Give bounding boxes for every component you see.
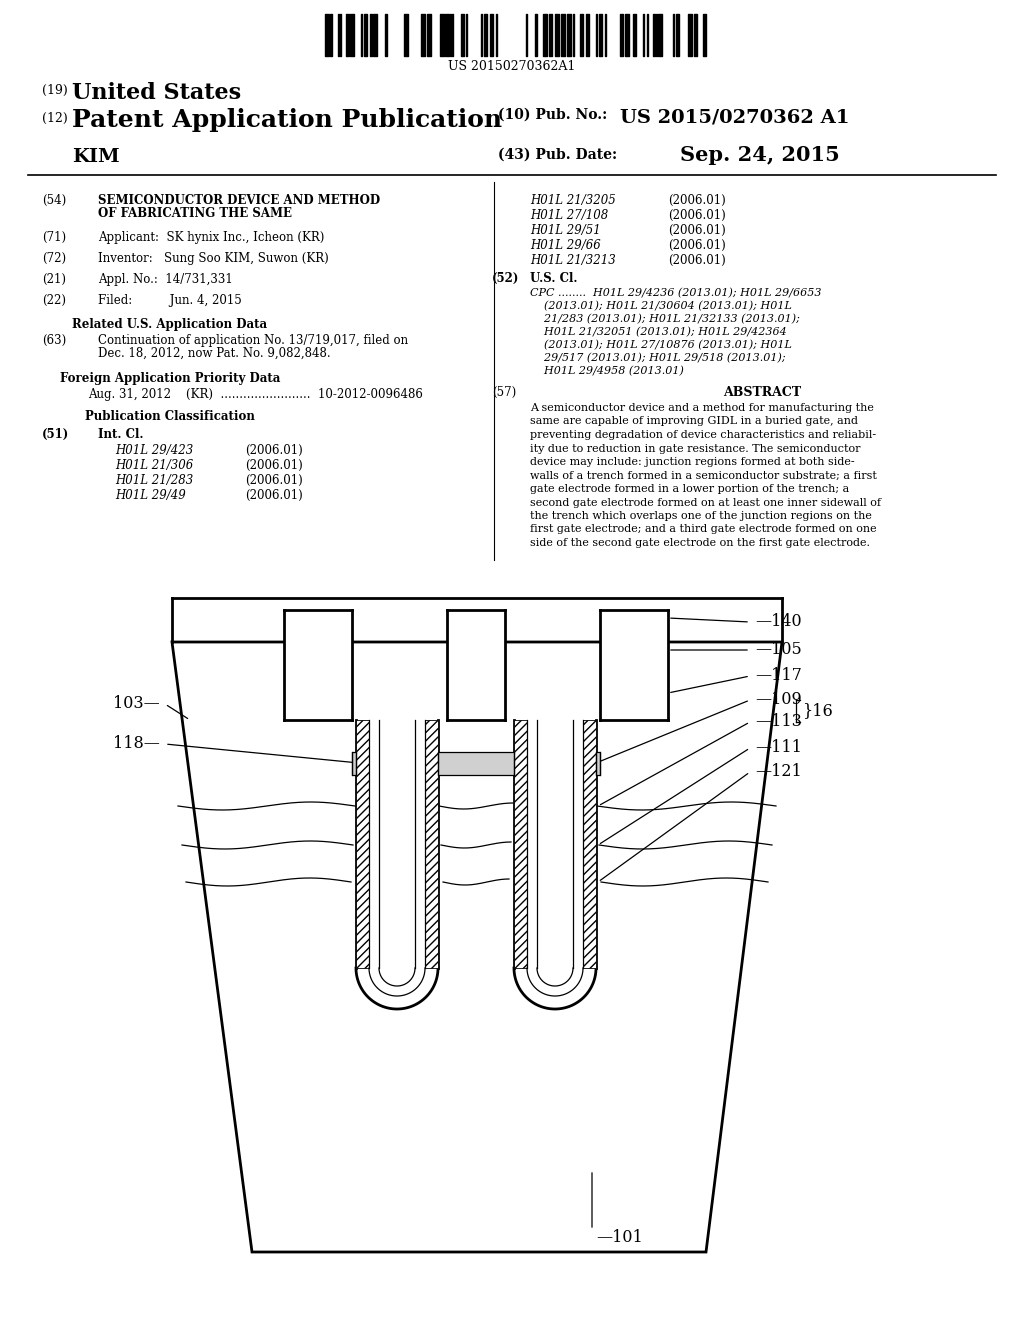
- Text: H01L 29/4958 (2013.01): H01L 29/4958 (2013.01): [530, 366, 684, 376]
- Text: side of the second gate electrode on the first gate electrode.: side of the second gate electrode on the…: [530, 539, 870, 548]
- Text: —140: —140: [755, 614, 802, 631]
- Text: —111: —111: [755, 739, 802, 756]
- Text: (22): (22): [42, 294, 66, 308]
- Text: (2006.01): (2006.01): [245, 488, 303, 502]
- Text: Filed:          Jun. 4, 2015: Filed: Jun. 4, 2015: [98, 294, 242, 308]
- Text: H01L 29/423: H01L 29/423: [115, 444, 194, 457]
- Text: Related U.S. Application Data: Related U.S. Application Data: [73, 318, 267, 331]
- Polygon shape: [356, 719, 369, 968]
- Text: (2006.01): (2006.01): [668, 194, 726, 207]
- Text: (51): (51): [42, 428, 70, 441]
- Polygon shape: [352, 752, 356, 775]
- Text: (12): (12): [42, 112, 68, 125]
- Text: ABSTRACT: ABSTRACT: [723, 385, 801, 399]
- Text: H01L 29/66: H01L 29/66: [530, 239, 601, 252]
- Text: US 20150270362A1: US 20150270362A1: [449, 59, 575, 73]
- Polygon shape: [600, 610, 668, 719]
- Text: H01L 21/283: H01L 21/283: [115, 474, 194, 487]
- Text: 29/517 (2013.01); H01L 29/518 (2013.01);: 29/517 (2013.01); H01L 29/518 (2013.01);: [530, 352, 785, 363]
- Text: —117: —117: [755, 668, 802, 685]
- Text: —101: —101: [596, 1229, 643, 1246]
- Polygon shape: [583, 719, 596, 968]
- Text: (2006.01): (2006.01): [668, 239, 726, 252]
- Text: walls of a trench formed in a semiconductor substrate; a first: walls of a trench formed in a semiconduc…: [530, 470, 877, 480]
- Text: H01L 29/49: H01L 29/49: [115, 488, 185, 502]
- Text: (19): (19): [42, 84, 68, 96]
- Text: Appl. No.:  14/731,331: Appl. No.: 14/731,331: [98, 273, 232, 286]
- Text: A semiconductor device and a method for manufacturing the: A semiconductor device and a method for …: [530, 403, 873, 413]
- Text: H01L 21/3205: H01L 21/3205: [530, 194, 615, 207]
- Text: (2013.01); H01L 21/30604 (2013.01); H01L: (2013.01); H01L 21/30604 (2013.01); H01L: [530, 301, 792, 312]
- Text: }16: }16: [802, 702, 833, 719]
- Text: Inventor:   Sung Soo KIM, Suwon (KR): Inventor: Sung Soo KIM, Suwon (KR): [98, 252, 329, 265]
- Text: (63): (63): [42, 334, 67, 347]
- Text: Sep. 24, 2015: Sep. 24, 2015: [680, 145, 840, 165]
- Text: (21): (21): [42, 273, 66, 286]
- Text: H01L 27/108: H01L 27/108: [530, 209, 608, 222]
- Text: (2006.01): (2006.01): [245, 459, 303, 473]
- Text: —121: —121: [755, 763, 802, 780]
- Polygon shape: [447, 610, 505, 719]
- Text: —109: —109: [755, 692, 802, 709]
- Text: device may include: junction regions formed at both side-: device may include: junction regions for…: [530, 457, 855, 467]
- Text: —113: —113: [755, 714, 802, 730]
- Text: (2006.01): (2006.01): [668, 253, 726, 267]
- Text: CPC ........  H01L 29/4236 (2013.01); H01L 29/6653: CPC ........ H01L 29/4236 (2013.01); H01…: [530, 288, 821, 298]
- Polygon shape: [356, 719, 438, 968]
- Text: Publication Classification: Publication Classification: [85, 411, 255, 422]
- Text: —105: —105: [755, 642, 802, 659]
- Text: US 2015/0270362 A1: US 2015/0270362 A1: [620, 108, 850, 125]
- Text: H01L 21/3213: H01L 21/3213: [530, 253, 615, 267]
- Text: the trench which overlaps one of the junction regions on the: the trench which overlaps one of the jun…: [530, 511, 871, 521]
- Text: H01L 29/51: H01L 29/51: [530, 224, 601, 238]
- Text: KIM: KIM: [72, 148, 120, 166]
- Polygon shape: [596, 752, 600, 775]
- Text: Dec. 18, 2012, now Pat. No. 9,082,848.: Dec. 18, 2012, now Pat. No. 9,082,848.: [98, 347, 331, 360]
- Polygon shape: [425, 719, 438, 968]
- Text: preventing degradation of device characteristics and reliabil-: preventing degradation of device charact…: [530, 430, 877, 440]
- Text: Aug. 31, 2012    (KR)  ........................  10-2012-0096486: Aug. 31, 2012 (KR) .....................…: [88, 388, 423, 401]
- Text: United States: United States: [72, 82, 241, 104]
- Text: first gate electrode; and a third gate electrode formed on one: first gate electrode; and a third gate e…: [530, 524, 877, 535]
- Text: OF FABRICATING THE SAME: OF FABRICATING THE SAME: [98, 207, 292, 220]
- Text: 118—: 118—: [113, 735, 160, 752]
- Text: 103—: 103—: [114, 696, 160, 713]
- Polygon shape: [438, 752, 514, 775]
- Text: (2006.01): (2006.01): [245, 474, 303, 487]
- Text: (54): (54): [42, 194, 67, 207]
- Text: (2006.01): (2006.01): [245, 444, 303, 457]
- Text: Applicant:  SK hynix Inc., Icheon (KR): Applicant: SK hynix Inc., Icheon (KR): [98, 231, 325, 244]
- Text: gate electrode formed in a lower portion of the trench; a: gate electrode formed in a lower portion…: [530, 484, 849, 494]
- Text: (2013.01); H01L 27/10876 (2013.01); H01L: (2013.01); H01L 27/10876 (2013.01); H01L: [530, 341, 792, 350]
- Text: 21/283 (2013.01); H01L 21/32133 (2013.01);: 21/283 (2013.01); H01L 21/32133 (2013.01…: [530, 314, 800, 325]
- Text: Foreign Application Priority Data: Foreign Application Priority Data: [59, 372, 281, 385]
- Text: (71): (71): [42, 231, 67, 244]
- Text: (72): (72): [42, 252, 67, 265]
- Text: U.S. Cl.: U.S. Cl.: [530, 272, 578, 285]
- Polygon shape: [514, 719, 596, 968]
- Text: (2006.01): (2006.01): [668, 224, 726, 238]
- Text: (2006.01): (2006.01): [668, 209, 726, 222]
- Polygon shape: [284, 610, 352, 719]
- Polygon shape: [514, 719, 527, 968]
- Text: Patent Application Publication: Patent Application Publication: [72, 108, 502, 132]
- Text: Continuation of application No. 13/719,017, filed on: Continuation of application No. 13/719,0…: [98, 334, 409, 347]
- Text: same are capable of improving GIDL in a buried gate, and: same are capable of improving GIDL in a …: [530, 417, 858, 426]
- Text: (57): (57): [492, 385, 516, 399]
- Text: H01L 21/306: H01L 21/306: [115, 459, 194, 473]
- Text: SEMICONDUCTOR DEVICE AND METHOD: SEMICONDUCTOR DEVICE AND METHOD: [98, 194, 380, 207]
- Text: second gate electrode formed on at least one inner sidewall of: second gate electrode formed on at least…: [530, 498, 881, 507]
- Text: H01L 21/32051 (2013.01); H01L 29/42364: H01L 21/32051 (2013.01); H01L 29/42364: [530, 327, 786, 338]
- Text: (43) Pub. Date:: (43) Pub. Date:: [498, 148, 617, 162]
- Text: Int. Cl.: Int. Cl.: [98, 428, 143, 441]
- Text: (52): (52): [492, 272, 519, 285]
- Text: (10) Pub. No.:: (10) Pub. No.:: [498, 108, 607, 121]
- Text: ity due to reduction in gate resistance. The semiconductor: ity due to reduction in gate resistance.…: [530, 444, 860, 454]
